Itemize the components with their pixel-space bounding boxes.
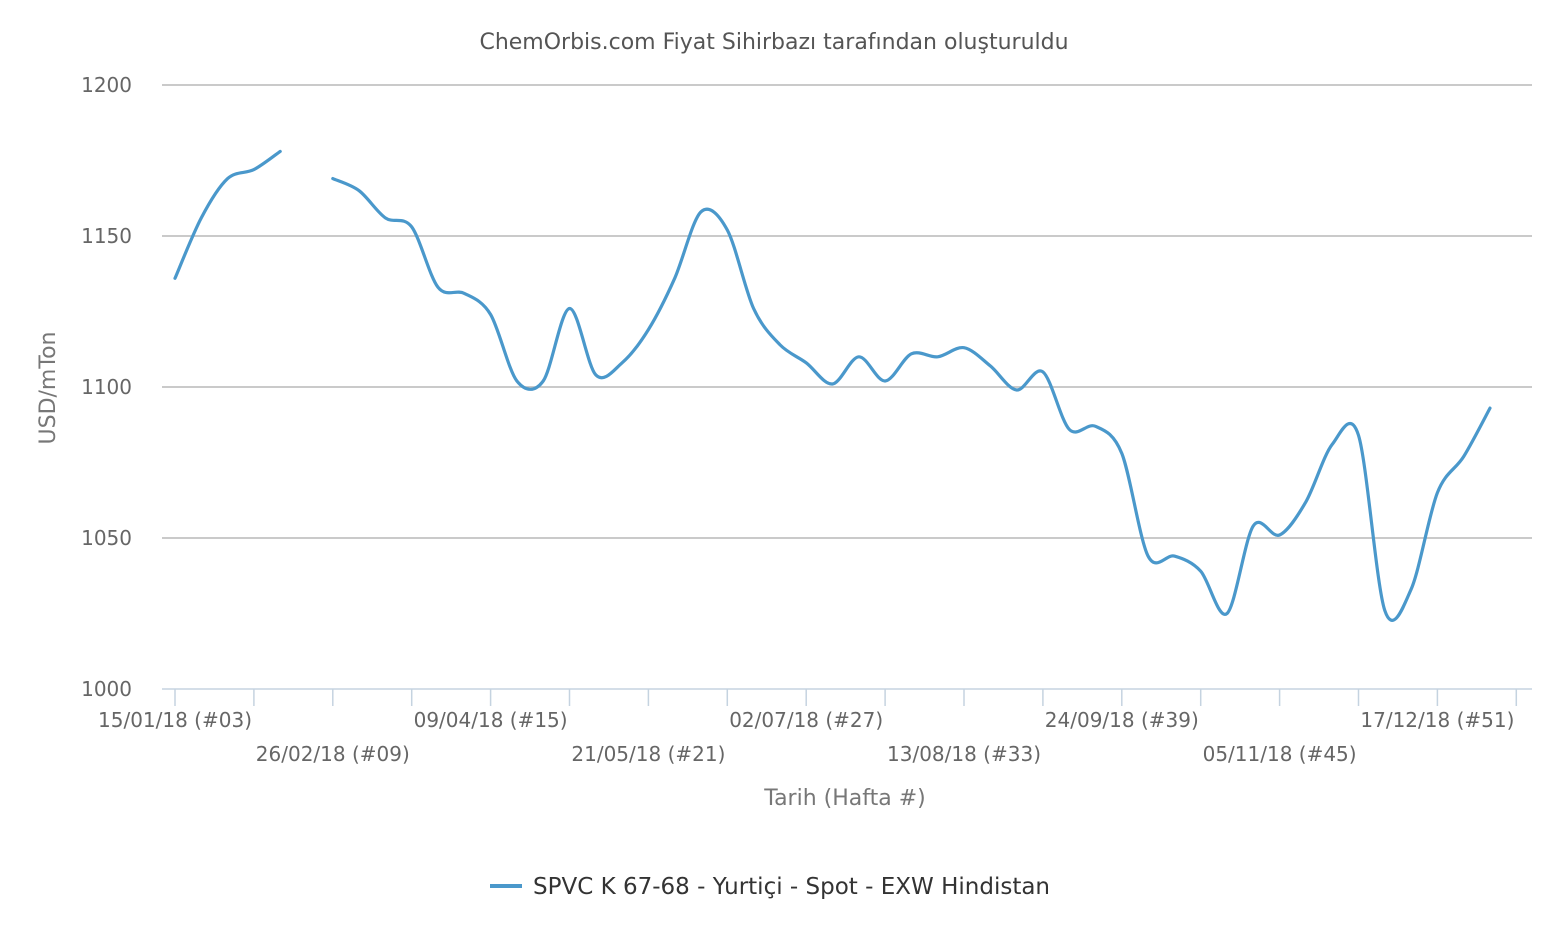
series-line-segment[interactable] <box>331 177 1492 622</box>
legend[interactable]: SPVC K 67-68 - Yurtiçi - Spot - EXW Hind… <box>490 874 1050 900</box>
y-tick-label: 1200 <box>81 73 132 97</box>
x-tick-label: 09/04/18 (#15) <box>414 708 568 732</box>
gridlines <box>162 84 1532 539</box>
y-axis-ticks: 1000 1050 1100 1150 1200 <box>81 73 132 701</box>
y-axis-label: USD/mTon <box>36 332 61 445</box>
x-axis-ticks: 15/01/18 (#03)26/02/18 (#09)09/04/18 (#1… <box>98 689 1518 766</box>
x-axis-label: Tarih (Hafta #) <box>763 786 925 811</box>
x-tick-label: 13/08/18 (#33) <box>887 742 1041 766</box>
y-tick-label: 1050 <box>81 526 132 550</box>
y-tick-label: 1100 <box>81 375 132 399</box>
x-tick-label: 26/02/18 (#09) <box>256 742 410 766</box>
x-tick-label: 17/12/18 (#51) <box>1360 708 1514 732</box>
legend-label: SPVC K 67-68 - Yurtiçi - Spot - EXW Hind… <box>533 874 1050 900</box>
y-tick-label: 1150 <box>81 224 132 248</box>
series-line-segment[interactable] <box>173 149 282 280</box>
x-tick-label: 21/05/18 (#21) <box>571 742 725 766</box>
y-tick-label: 1000 <box>81 677 132 701</box>
x-tick-label: 02/07/18 (#27) <box>729 708 883 732</box>
series-lines <box>173 149 1492 622</box>
chart-title: ChemOrbis.com Fiyat Sihirbazı tarafından… <box>479 30 1068 55</box>
x-tick-label: 24/09/18 (#39) <box>1045 708 1199 732</box>
x-tick-label: 05/11/18 (#45) <box>1203 742 1357 766</box>
x-tick-label: 15/01/18 (#03) <box>98 708 252 732</box>
